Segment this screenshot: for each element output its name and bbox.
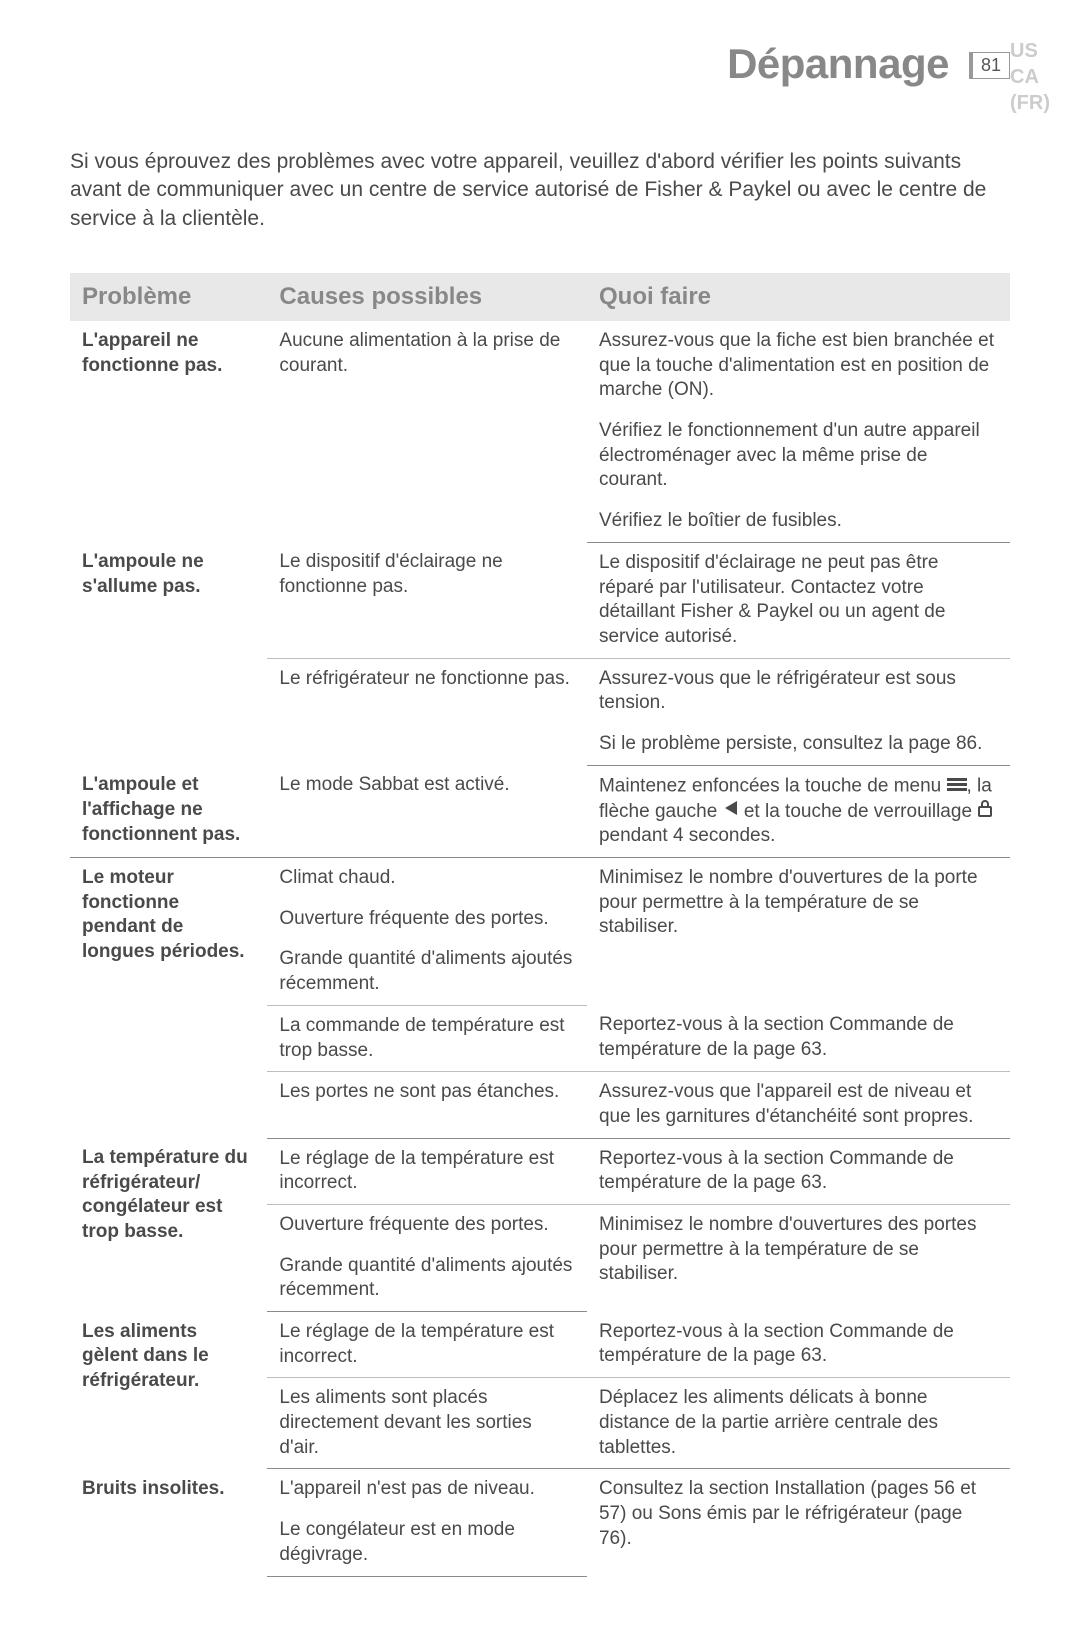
action-cell: Si le problème persiste, consultez la pa… — [587, 724, 1010, 765]
cause-cell: Le dispositif d'éclairage ne fonctionne … — [267, 542, 587, 658]
region-us-label: US — [1010, 38, 1050, 64]
cause-cell: Climat chaud. — [267, 858, 587, 899]
action-cell: Assurez-vous que la fiche est bien branc… — [587, 321, 1010, 411]
table-row: L'ampoule et l'affichage ne fonctionnent… — [70, 765, 1010, 857]
problem-cell: Le moteur fonctionne pendant de longues … — [70, 858, 267, 1139]
problem-cell: La température du réfrigérateur/ congéla… — [70, 1138, 267, 1311]
action-cell: Reportez-vous à la section Commande de t… — [587, 1005, 1010, 1071]
action-cell: Reportez-vous à la section Commande de t… — [587, 1138, 1010, 1204]
cause-cell: Ouverture fréquente des portes. — [267, 899, 587, 940]
header-action: Quoi faire — [587, 273, 1010, 321]
action-cell: Consultez la section Installation (pages… — [587, 1469, 1010, 1576]
table-row: Bruits insolites. L'appareil n'est pas d… — [70, 1469, 1010, 1510]
cause-cell: Le mode Sabbat est activé. — [267, 765, 587, 857]
table-row: Le moteur fonctionne pendant de longues … — [70, 858, 1010, 899]
cause-cell: Les aliments sont placés directement dev… — [267, 1378, 587, 1469]
region-tags: US CA (FR) — [1010, 38, 1050, 116]
table-row: La température du réfrigérateur/ congéla… — [70, 1138, 1010, 1204]
cause-cell: Les portes ne sont pas étanches. — [267, 1072, 587, 1138]
problem-cell: L'ampoule ne s'allume pas. — [70, 542, 267, 765]
action-cell: Reportez-vous à la section Commande de t… — [587, 1312, 1010, 1378]
document-page: US CA (FR) Dépannage 81 Si vous éprouvez… — [0, 0, 1080, 1637]
table-header-row: Problème Causes possibles Quoi faire — [70, 273, 1010, 321]
action-text: Maintenez enfoncées la touche de menu — [599, 775, 947, 796]
troubleshooting-table: Problème Causes possibles Quoi faire L'a… — [70, 273, 1010, 1576]
cause-cell: Le réglage de la température est incorre… — [267, 1138, 587, 1204]
action-cell: Assurez-vous que l'appareil est de nivea… — [587, 1072, 1010, 1138]
action-cell: Déplacez les aliments délicats à bonne d… — [587, 1378, 1010, 1469]
table-row: Les aliments gèlent dans le réfrigérateu… — [70, 1312, 1010, 1378]
lock-icon — [977, 799, 993, 825]
problem-cell: Bruits insolites. — [70, 1469, 267, 1576]
cause-cell: L'appareil n'est pas de niveau. — [267, 1469, 587, 1510]
cause-cell: Le congélateur est en mode dégivrage. — [267, 1510, 587, 1576]
header-causes: Causes possibles — [267, 273, 587, 321]
menu-icon — [947, 774, 967, 799]
action-text: et la touche de verrouillage — [739, 801, 978, 822]
action-cell: Vérifiez le boîtier de fusibles. — [587, 501, 1010, 542]
intro-paragraph: Si vous éprouvez des problèmes avec votr… — [70, 148, 1010, 233]
action-cell: Le dispositif d'éclairage ne peut pas êt… — [587, 542, 1010, 658]
table-row: L'appareil ne fonctionne pas. Aucune ali… — [70, 321, 1010, 411]
header-problem: Problème — [70, 273, 267, 321]
page-title: Dépannage — [727, 40, 949, 88]
action-cell: Maintenez enfoncées la touche de menu , … — [587, 765, 1010, 857]
region-fr-label: (FR) — [1010, 90, 1050, 116]
cause-cell: Grande quantité d'aliments ajoutés récem… — [267, 939, 587, 1005]
page-header: Dépannage 81 — [70, 40, 1010, 88]
cause-cell: Grande quantité d'aliments ajoutés récem… — [267, 1246, 587, 1312]
problem-cell: Les aliments gèlent dans le réfrigérateu… — [70, 1312, 267, 1469]
table-row: L'ampoule ne s'allume pas. Le dispositif… — [70, 542, 1010, 658]
cause-cell: Aucune alimentation à la prise de couran… — [267, 321, 587, 542]
action-cell: Minimisez le nombre d'ouvertures des por… — [587, 1204, 1010, 1311]
action-cell: Assurez-vous que le réfrigérateur est so… — [587, 658, 1010, 724]
action-cell: Minimisez le nombre d'ouvertures de la p… — [587, 858, 1010, 1006]
cause-cell: Le réfrigérateur ne fonctionne pas. — [267, 658, 587, 765]
action-text: pendant 4 secondes. — [599, 825, 775, 846]
problem-cell: L'ampoule et l'affichage ne fonctionnent… — [70, 765, 267, 857]
cause-cell: Ouverture fréquente des portes. — [267, 1204, 587, 1245]
cause-cell: La commande de température est trop bass… — [267, 1005, 587, 1071]
action-cell: Vérifiez le fonctionnement d'un autre ap… — [587, 411, 1010, 501]
page-number: 81 — [969, 52, 1010, 79]
problem-cell: L'appareil ne fonctionne pas. — [70, 321, 267, 542]
left-arrow-icon — [723, 799, 739, 824]
region-ca-label: CA — [1010, 64, 1050, 90]
cause-cell: Le réglage de la température est incorre… — [267, 1312, 587, 1378]
